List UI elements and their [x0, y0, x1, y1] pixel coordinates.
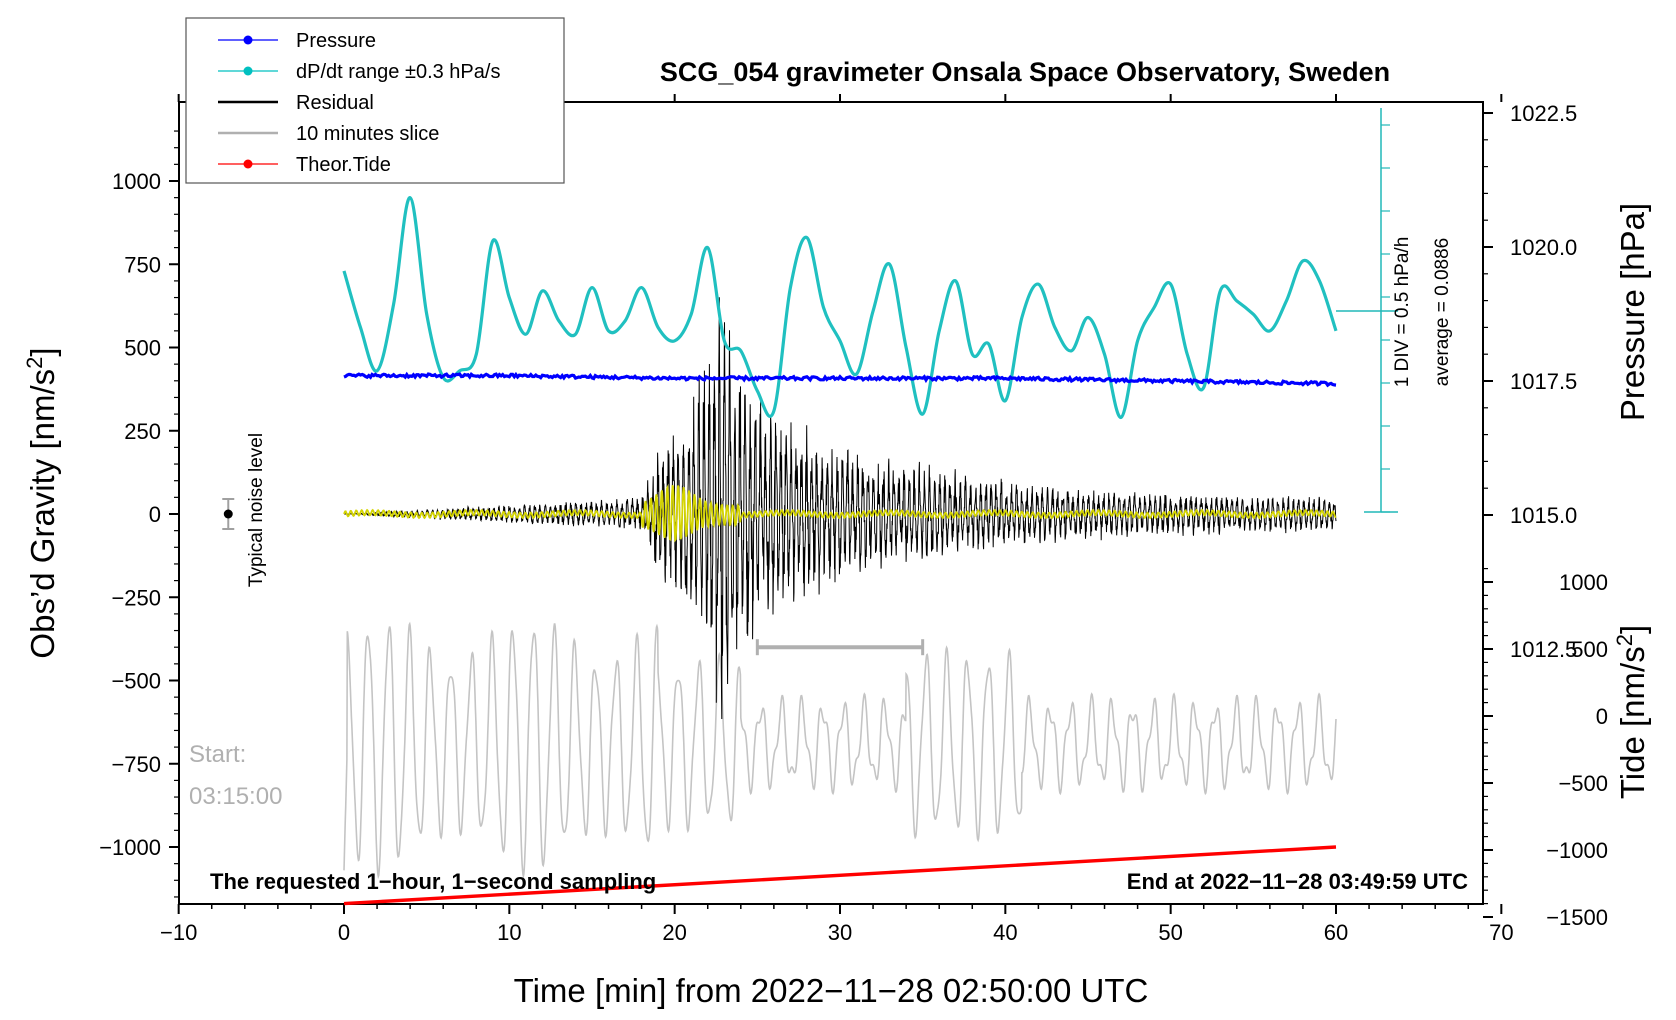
- left-tick-label: −1000: [99, 835, 161, 860]
- legend-marker: [243, 66, 253, 76]
- pressure-scale-bar: [1336, 108, 1398, 513]
- x-tick-label: 40: [993, 920, 1017, 945]
- note-requested-sampling: The requested 1−hour, 1−second sampling: [210, 869, 656, 894]
- pressure-trace: [343, 371, 1337, 388]
- legend-label: Residual: [296, 92, 374, 114]
- x-tick-label: 70: [1489, 920, 1513, 945]
- pressure-scale-label-2: average = 0.0886: [1432, 238, 1453, 386]
- left-tick-label: −250: [111, 585, 161, 610]
- legend-marker: [243, 159, 253, 169]
- legend-label: Pressure: [296, 30, 376, 52]
- tide-tick-label: −1000: [1546, 838, 1608, 863]
- tide-tick-label: −500: [1558, 771, 1608, 796]
- left-tick-label: 0: [149, 502, 161, 527]
- tide-tick-label: 1000: [1559, 570, 1608, 595]
- start-label: Start:: [189, 741, 246, 768]
- left-tick-label: 500: [124, 336, 161, 361]
- pressure-tick-label: 1020.0: [1510, 235, 1577, 260]
- pressure-tick-label: 1015.0: [1510, 503, 1577, 528]
- left-tick-label: 750: [124, 252, 161, 277]
- noise-point: [223, 509, 233, 519]
- noise-level-label: Typical noise level: [246, 433, 267, 587]
- legend: Pressure dP/dt range ±0.3 hPa/s Residual 10…: [185, 17, 565, 184]
- residual-trace: [344, 297, 1337, 720]
- x-tick-label: −10: [160, 920, 197, 945]
- right-axis: 1022.5 1020.0 1017.5 1015.0 1012.5 1000 500 0 −5…: [1483, 101, 1608, 930]
- chart-title: SCG_054 gravimeter Onsala Space Observat…: [660, 57, 1390, 87]
- pressure-scale-label-1: 1 DIV = 0.5 hPa/h: [1392, 237, 1413, 388]
- legend-marker: [243, 35, 253, 45]
- x-tick-label: 10: [497, 920, 521, 945]
- x-tick-label: 50: [1158, 920, 1182, 945]
- left-tick-label: 1000: [112, 169, 161, 194]
- x-tick-label: 20: [662, 920, 686, 945]
- y-axis-left-title: Obs’d Gravity [nm/s2]: [22, 347, 62, 658]
- left-tick-label: −500: [111, 669, 161, 694]
- left-axis: 1000 750 500 250 0 −250 −500 −750 −1000: [99, 130, 179, 898]
- lowfreq-trace: [343, 484, 1337, 543]
- y-axis-right-tide-title: Tide [nm/s2]: [1612, 625, 1652, 799]
- series-layer: [222, 195, 1338, 906]
- x-tick-label: 30: [828, 920, 852, 945]
- x-axis-title: Time [min] from 2022−11−28 02:50:00 UTC: [514, 972, 1149, 1009]
- tide-trace: [343, 845, 1337, 906]
- x-tick-label: 0: [338, 920, 350, 945]
- plot-frame: [178, 101, 1484, 905]
- left-tick-label: −750: [111, 752, 161, 777]
- legend-label: 10 minutes slice: [296, 123, 439, 145]
- pressure-tick-label: 1022.5: [1510, 101, 1577, 126]
- legend-label: dP/dt range ±0.3 hPa/s: [296, 61, 500, 83]
- start-time: 03:15:00: [189, 783, 282, 810]
- x-axis: −10 0 10 20 30 40 50 60 70: [160, 94, 1514, 945]
- slice-waveform: [343, 621, 1337, 880]
- tide-tick-label: 500: [1571, 637, 1608, 662]
- x-tick-label: 60: [1324, 920, 1348, 945]
- y-axis-right-pressure-title: Pressure [hPa]: [1614, 203, 1651, 421]
- legend-box: [185, 17, 565, 184]
- tide-tick-label: 0: [1596, 704, 1608, 729]
- pressure-tick-label: 1012.5: [1510, 637, 1577, 662]
- tide-tick-label: −1500: [1546, 905, 1608, 930]
- pressure-tick-label: 1017.5: [1510, 369, 1577, 394]
- legend-label: Theor.Tide: [296, 154, 391, 176]
- note-end-time: End at 2022−11−28 03:49:59 UTC: [1127, 869, 1468, 894]
- dpdt-trace: [342, 195, 1338, 420]
- left-tick-label: 250: [124, 419, 161, 444]
